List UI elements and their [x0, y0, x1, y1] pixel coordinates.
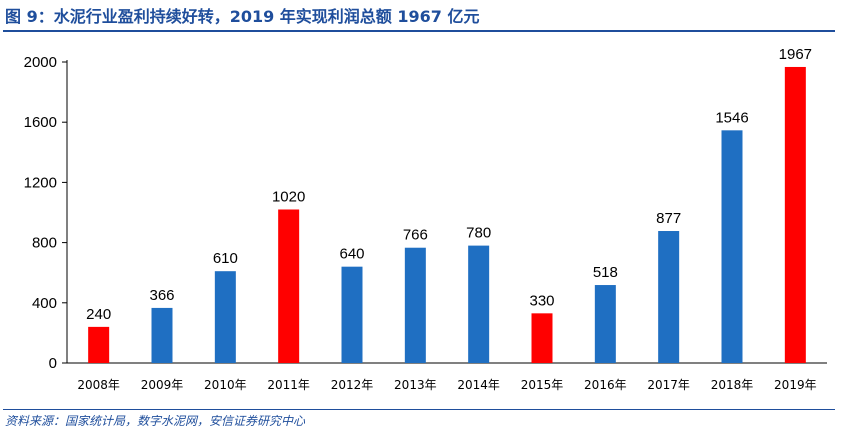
data-label: 1020 [272, 188, 305, 205]
bar [784, 66, 806, 364]
x-tick-label: 2010年 [204, 378, 247, 392]
data-label: 366 [149, 287, 174, 304]
bars [88, 66, 806, 364]
y-tick-label: 1600 [24, 114, 57, 131]
data-label: 518 [593, 264, 618, 281]
bar [721, 130, 743, 363]
x-tick-label: 2008年 [77, 378, 120, 392]
bar [214, 271, 236, 363]
y-tick-label: 0 [49, 355, 57, 372]
data-labels: 240 366 610 1020 640 766 780 330 518 877 1546 1967 [86, 46, 812, 323]
y-tick-label: 400 [32, 295, 57, 312]
x-tick-label: 2017年 [647, 378, 690, 392]
x-axis: 2008年 2009年 2010年 2011年 2012年 2013年 2014年 2015年… [67, 362, 827, 392]
bar-chart: 0 400 800 1200 1600 2000 2008年 2009年 2010年 2011年… [24, 46, 827, 392]
bar [88, 326, 110, 363]
bar [278, 209, 300, 363]
data-label: 877 [656, 210, 681, 227]
bar [341, 266, 363, 363]
data-label: 780 [466, 225, 491, 242]
data-label: 610 [213, 250, 238, 267]
bar [151, 307, 173, 363]
header-rule [3, 30, 835, 32]
data-label: 240 [86, 306, 111, 323]
bar [531, 313, 553, 363]
data-label: 1967 [779, 46, 812, 63]
bar [594, 285, 616, 363]
data-label: 330 [529, 292, 554, 309]
y-axis: 0 400 800 1200 1600 2000 [24, 54, 68, 372]
x-tick-label: 2014年 [457, 378, 500, 392]
data-label: 640 [339, 246, 364, 263]
x-tick-label: 2011年 [267, 378, 310, 392]
footer-rule [3, 409, 835, 410]
x-tick-label: 2009年 [141, 378, 184, 392]
x-tick-label: 2016年 [584, 378, 627, 392]
x-tick-label: 2015年 [521, 378, 564, 392]
y-tick-label: 800 [32, 235, 57, 252]
y-tick-label: 2000 [24, 54, 57, 71]
bar [658, 231, 680, 363]
y-tick-label: 1200 [24, 174, 57, 191]
bar [404, 247, 426, 363]
x-tick-label: 2019年 [774, 378, 817, 392]
chart-title: 图 9：水泥行业盈利持续好转，2019 年实现利润总额 1967 亿元 [5, 7, 480, 26]
x-tick-label: 2012年 [331, 378, 374, 392]
x-tick-label: 2013年 [394, 378, 437, 392]
data-label: 1546 [715, 109, 748, 126]
source-note: 资料来源：国家统计局，数字水泥网，安信证券研究中心 [5, 414, 306, 428]
bar [468, 245, 490, 363]
x-tick-label: 2018年 [711, 378, 754, 392]
data-label: 766 [403, 227, 428, 244]
